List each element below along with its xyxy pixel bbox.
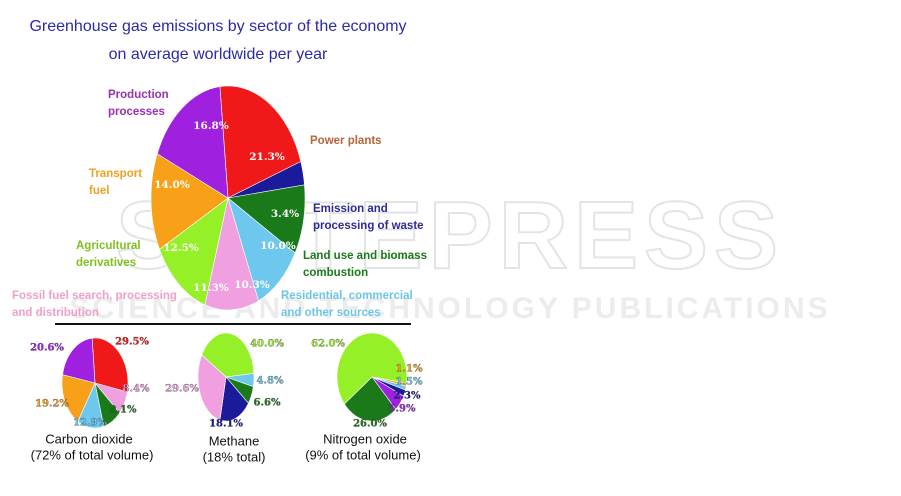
category-label: Fossil fuel search, processing and distr… (12, 290, 177, 319)
value-label: 19.2% (35, 399, 69, 410)
value-label: 8.4% (123, 384, 150, 395)
value-label: 6.6% (254, 398, 281, 409)
value-label: 62.0% (311, 339, 345, 350)
pie-slice (227, 197, 296, 302)
pie-slice (91, 337, 129, 393)
category-label: Transport fuel (89, 168, 143, 197)
category-label: Land use and biomass combustion (303, 250, 427, 279)
category-label: Production processes (108, 89, 169, 118)
value-label: 12.9% (73, 418, 107, 429)
value-label: 2.3% (394, 391, 421, 402)
pie-slice (219, 85, 302, 199)
chart-title: Carbon dioxide (45, 431, 132, 446)
chart-subtitle: (18% total) (203, 449, 266, 464)
value-label: 29.5% (115, 337, 149, 348)
value-label: 10.3% (234, 279, 270, 291)
pie-slice (150, 153, 229, 250)
chart-title: Greenhouse gas emissions by sector of th… (29, 18, 406, 35)
value-label: 29.6% (165, 384, 199, 395)
value-label: 40.0% (250, 339, 284, 350)
pie-slice (227, 184, 306, 254)
category-label: Emission and processing of waste (313, 203, 424, 232)
chart-subtitle: on average worldwide per year (109, 46, 328, 63)
chart-subtitle: (72% of total volume) (31, 447, 154, 462)
pie-slice (197, 354, 227, 421)
value-label: 26.0% (353, 419, 387, 430)
chart-title: Methane (209, 433, 260, 448)
value-label: 1.5% (396, 377, 423, 388)
value-label: 12.5% (163, 242, 199, 254)
value-label: 18.1% (209, 419, 243, 430)
value-label: 5.9% (389, 404, 416, 415)
value-label: 3.4% (271, 208, 299, 220)
value-label: 10.0% (260, 240, 296, 252)
chart-title: Nitrogen oxide (323, 431, 407, 446)
chart-subtitle: (9% of total volume) (305, 447, 421, 462)
pie-slice (344, 376, 397, 422)
value-label: 9.1% (110, 405, 137, 416)
category-label: Residential, commercial and other source… (281, 290, 413, 319)
pie-slice (219, 376, 249, 422)
value-label: 21.3% (249, 151, 285, 163)
pie-slice (336, 332, 408, 405)
category-label: Power plants (310, 135, 382, 147)
pie-slice (156, 86, 229, 199)
value-label: 11.3% (193, 282, 229, 294)
value-label: 16.8% (193, 120, 229, 132)
pie-slice (61, 374, 96, 422)
value-label: 20.6% (30, 343, 64, 354)
pie-slice (159, 197, 229, 306)
category-label: Agricultural derivatives (76, 240, 141, 269)
pie-slice (201, 332, 255, 378)
value-label: 4.8% (257, 376, 284, 387)
pie-slice (62, 337, 96, 384)
value-label: 1.1% (396, 364, 423, 375)
pie-slice (204, 197, 259, 311)
value-label: 14.0% (154, 179, 190, 191)
